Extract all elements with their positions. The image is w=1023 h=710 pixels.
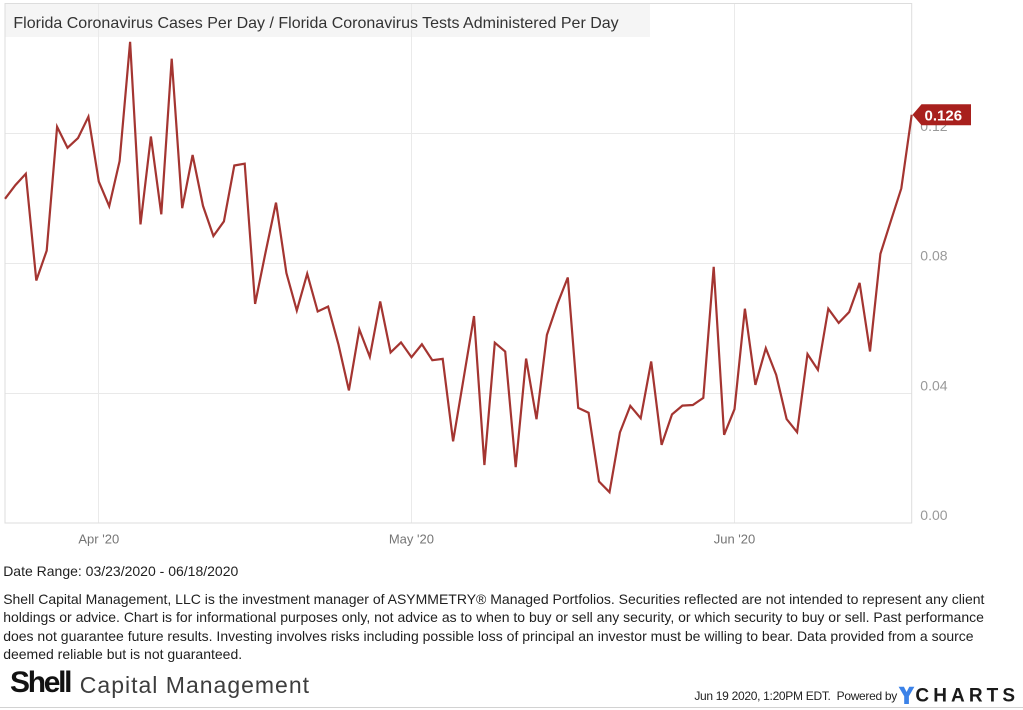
svg-text:0.00: 0.00: [920, 507, 947, 523]
svg-text:0.04: 0.04: [920, 377, 947, 393]
svg-text:Apr '20: Apr '20: [78, 532, 119, 547]
svg-text:0.08: 0.08: [920, 248, 947, 264]
svg-text:May '20: May '20: [389, 532, 434, 547]
svg-text:0.126: 0.126: [925, 107, 963, 124]
svg-text:Jun '20: Jun '20: [714, 532, 756, 547]
svg-text:Florida Coronavirus Cases Per: Florida Coronavirus Cases Per Day / Flor…: [13, 15, 618, 32]
svg-text:CHARTS: CHARTS: [915, 685, 1019, 706]
